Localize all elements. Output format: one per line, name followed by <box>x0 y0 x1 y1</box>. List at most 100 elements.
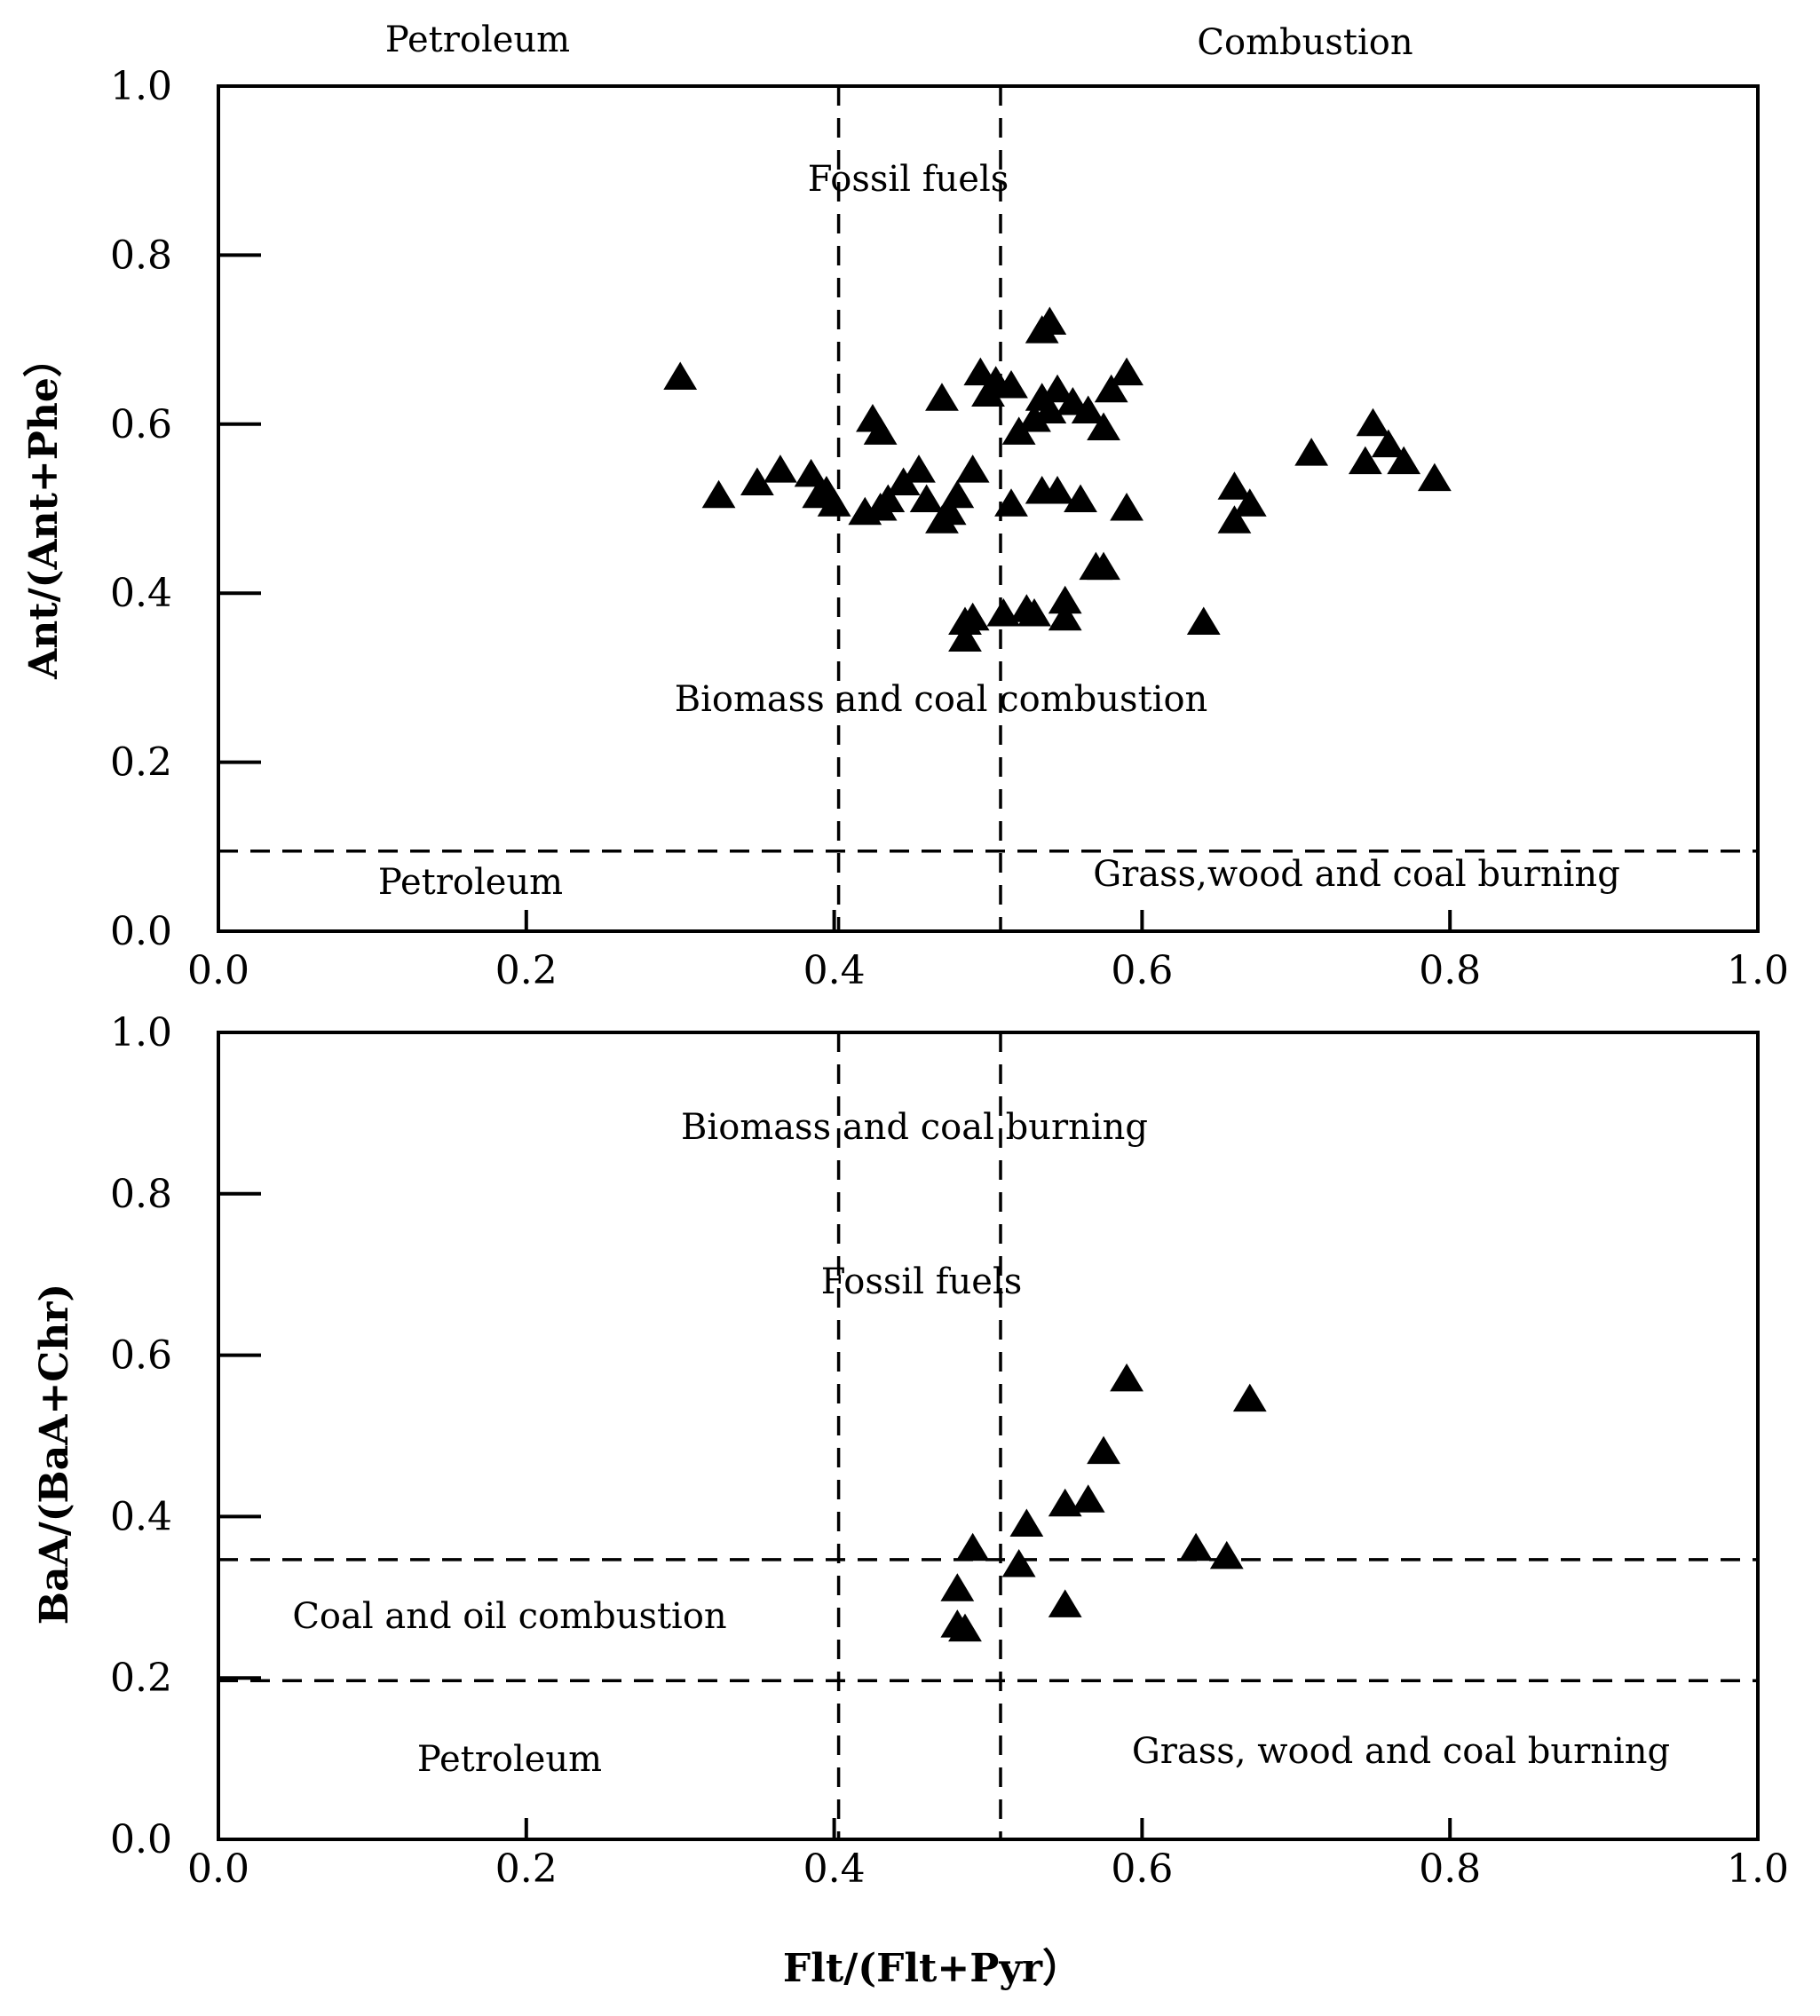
bottom-y-tick-label: 0.2 <box>110 1656 172 1701</box>
bottom-x-tick-label: 0.6 <box>1111 1846 1173 1892</box>
bottom-y-axis-title: BaA/(BaA+Chr) <box>32 1284 77 1625</box>
top-x-tick-label: 0.8 <box>1419 948 1481 993</box>
top-data-point-triangle <box>794 458 828 487</box>
top-data-point-triangle <box>1356 407 1390 437</box>
bottom-axis-ticks: 0.0 0.2 0.4 0.6 0.8 1.0 0.0 0.2 0.4 0.6 0.8 1.0 <box>110 1010 1789 1892</box>
top-data-point-triangle <box>1087 551 1120 581</box>
top-x-tick-label: 1.0 <box>1727 948 1789 993</box>
bottom-data-point-triangle <box>1009 1508 1044 1537</box>
top-data-point-triangle <box>1232 488 1267 517</box>
bottom-data-point-triangle <box>1179 1532 1213 1561</box>
top-data-point-triangle <box>1186 606 1221 636</box>
bottom-data-point-triangle <box>1048 1589 1082 1617</box>
top-data-point-triangle <box>701 479 736 509</box>
top-y-tick-label: 0.8 <box>110 233 172 278</box>
top-x-tick-label: 0.6 <box>1111 948 1173 993</box>
top-data-point-triangle <box>1033 395 1067 424</box>
bottom-data-point-triangle <box>940 1573 975 1601</box>
top-data-point-triangle <box>1087 412 1120 441</box>
bottom-data-point-triangle <box>1110 1363 1143 1392</box>
top-data-point-triangle <box>1048 585 1082 614</box>
top-data-point-triangle <box>925 383 959 411</box>
bottom-x-tick-label: 0.0 <box>187 1846 249 1892</box>
top-data-point-triangle <box>1294 438 1329 466</box>
top-data-point-triangle <box>1071 395 1105 424</box>
bottom-data-points <box>940 1363 1267 1642</box>
bottom-data-point-triangle <box>1232 1383 1267 1412</box>
top-data-point-triangle <box>994 369 1028 399</box>
top-data-point-triangle <box>1041 374 1074 403</box>
top-axis-ticks: 0.0 0.2 0.4 0.6 0.8 1.0 0.0 0.2 0.4 0.6 0.8 1.0 <box>110 64 1789 993</box>
top-data-point-triangle <box>948 623 982 652</box>
top-data-point-triangle <box>986 598 1021 627</box>
top-y-tick-label: 0.2 <box>110 740 172 786</box>
bottom-plot-frame <box>217 1031 1760 1841</box>
top-data-point-triangle <box>1110 357 1143 386</box>
bottom-petroleum-label: Petroleum <box>417 1739 602 1780</box>
bottom-data-point-triangle <box>1001 1548 1036 1577</box>
top-y-tick-label: 0.4 <box>110 571 172 616</box>
top-data-point-triangle <box>1048 602 1082 631</box>
bottom-x-tick-label: 0.8 <box>1419 1846 1481 1892</box>
top-data-point-triangle <box>902 455 936 483</box>
bottom-fossil-fuels-label: Fossil fuels <box>821 1261 1023 1302</box>
top-biomass-label: Biomass and coal combustion <box>675 679 1208 720</box>
top-data-point-triangle <box>932 496 967 526</box>
top-grass-wood-label: Grass,wood and coal burning <box>1093 854 1620 895</box>
top-data-point-triangle <box>1094 374 1128 403</box>
top-data-point-triangle <box>740 467 774 495</box>
bottom-guide-lines <box>218 1032 1758 1839</box>
bottom-y-tick-label: 0.6 <box>110 1333 172 1379</box>
top-data-point-triangle <box>994 488 1028 517</box>
top-y-tick-label: 0.6 <box>110 402 172 447</box>
top-y-tick-label: 1.0 <box>110 64 172 109</box>
bottom-coal-oil-label: Coal and oil combustion <box>292 1596 726 1637</box>
bottom-x-tick-label: 0.2 <box>495 1846 558 1892</box>
top-data-point-triangle <box>940 479 975 509</box>
bottom-y-tick-label: 0.0 <box>110 1817 172 1862</box>
top-x-tick-label: 0.2 <box>495 948 558 993</box>
top-data-point-triangle <box>871 484 906 512</box>
top-petroleum-label: Petroleum <box>378 862 563 903</box>
bottom-data-point-triangle <box>955 1532 990 1561</box>
top-data-point-triangle <box>1017 598 1051 627</box>
top-data-point-triangle <box>764 455 797 483</box>
top-data-point-triangle <box>817 488 851 517</box>
bottom-y-tick-label: 0.8 <box>110 1172 172 1217</box>
top-x-tick-label: 0.0 <box>187 948 249 993</box>
top-data-point-triangle <box>1017 404 1051 432</box>
top-data-point-triangle <box>1041 475 1074 504</box>
top-plot-frame <box>217 84 1760 933</box>
bottom-grass-wood-label: Grass, wood and coal burning <box>1132 1731 1670 1772</box>
top-data-point-triangle <box>1064 484 1097 512</box>
top-y-axis-title: Ant/(Ant+Phe） <box>21 338 67 680</box>
top-y-tick-label: 0.0 <box>110 909 172 954</box>
top-data-point-triangle <box>1417 462 1452 492</box>
top-fossil-fuels-label: Fossil fuels <box>808 159 1009 200</box>
bottom-biomass-label: Biomass and coal burning <box>681 1107 1148 1148</box>
bottom-panel: 0.0 0.2 0.4 0.6 0.8 1.0 0.0 0.2 0.4 0.6 0.8 1.0 Bio… <box>32 1010 1789 1991</box>
bottom-y-tick-label: 1.0 <box>110 1010 172 1055</box>
bottom-x-tick-label: 1.0 <box>1727 1846 1789 1892</box>
bottom-x-tick-label: 0.4 <box>803 1846 866 1892</box>
top-data-point-triangle <box>1033 306 1067 336</box>
bottom-y-tick-label: 0.4 <box>110 1494 172 1539</box>
top-data-point-triangle <box>909 484 944 512</box>
top-data-point-triangle <box>955 602 990 631</box>
top-data-point-triangle <box>1217 471 1252 500</box>
bottom-data-point-triangle <box>948 1613 982 1642</box>
top-data-point-triangle <box>663 361 698 390</box>
top-right-region-label: Combustion <box>1197 22 1412 63</box>
top-data-points <box>663 306 1452 652</box>
top-left-region-label: Petroleum <box>385 20 570 60</box>
top-panel: 0.0 0.2 0.4 0.6 0.8 1.0 0.0 0.2 0.4 0.6 0.8 1.0 Pet… <box>21 20 1789 993</box>
top-data-point-triangle <box>1387 446 1421 475</box>
top-data-point-triangle <box>1110 493 1143 521</box>
top-data-point-triangle <box>955 455 990 483</box>
top-data-point-triangle <box>1217 505 1252 534</box>
bottom-data-point-triangle <box>1209 1540 1244 1569</box>
top-guide-lines <box>218 86 1758 931</box>
x-axis-title: Flt/(Flt+Pyr） <box>783 1946 1081 1991</box>
bottom-data-point-triangle <box>1071 1484 1105 1513</box>
